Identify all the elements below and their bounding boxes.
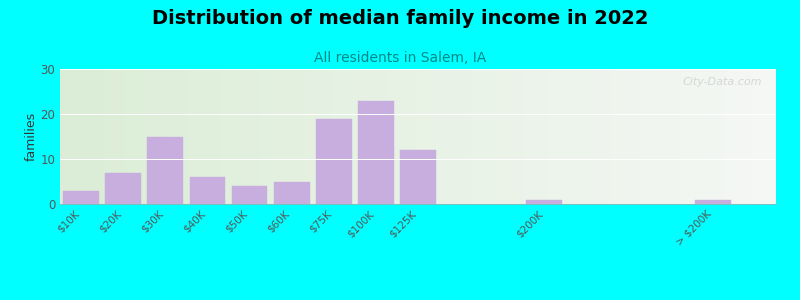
Text: All residents in Salem, IA: All residents in Salem, IA	[314, 51, 486, 65]
Bar	[63, 190, 99, 204]
Bar	[695, 200, 730, 204]
Bar	[106, 172, 141, 204]
Bar	[316, 118, 352, 204]
Text: Distribution of median family income in 2022: Distribution of median family income in …	[152, 9, 648, 28]
Text: City-Data.com: City-Data.com	[682, 77, 762, 87]
Bar	[526, 200, 562, 204]
Bar	[232, 186, 267, 204]
Bar	[190, 177, 226, 204]
Bar	[274, 182, 310, 204]
Bar	[358, 100, 394, 204]
Y-axis label: families: families	[25, 112, 38, 161]
Bar	[147, 136, 183, 204]
Bar	[400, 150, 436, 204]
